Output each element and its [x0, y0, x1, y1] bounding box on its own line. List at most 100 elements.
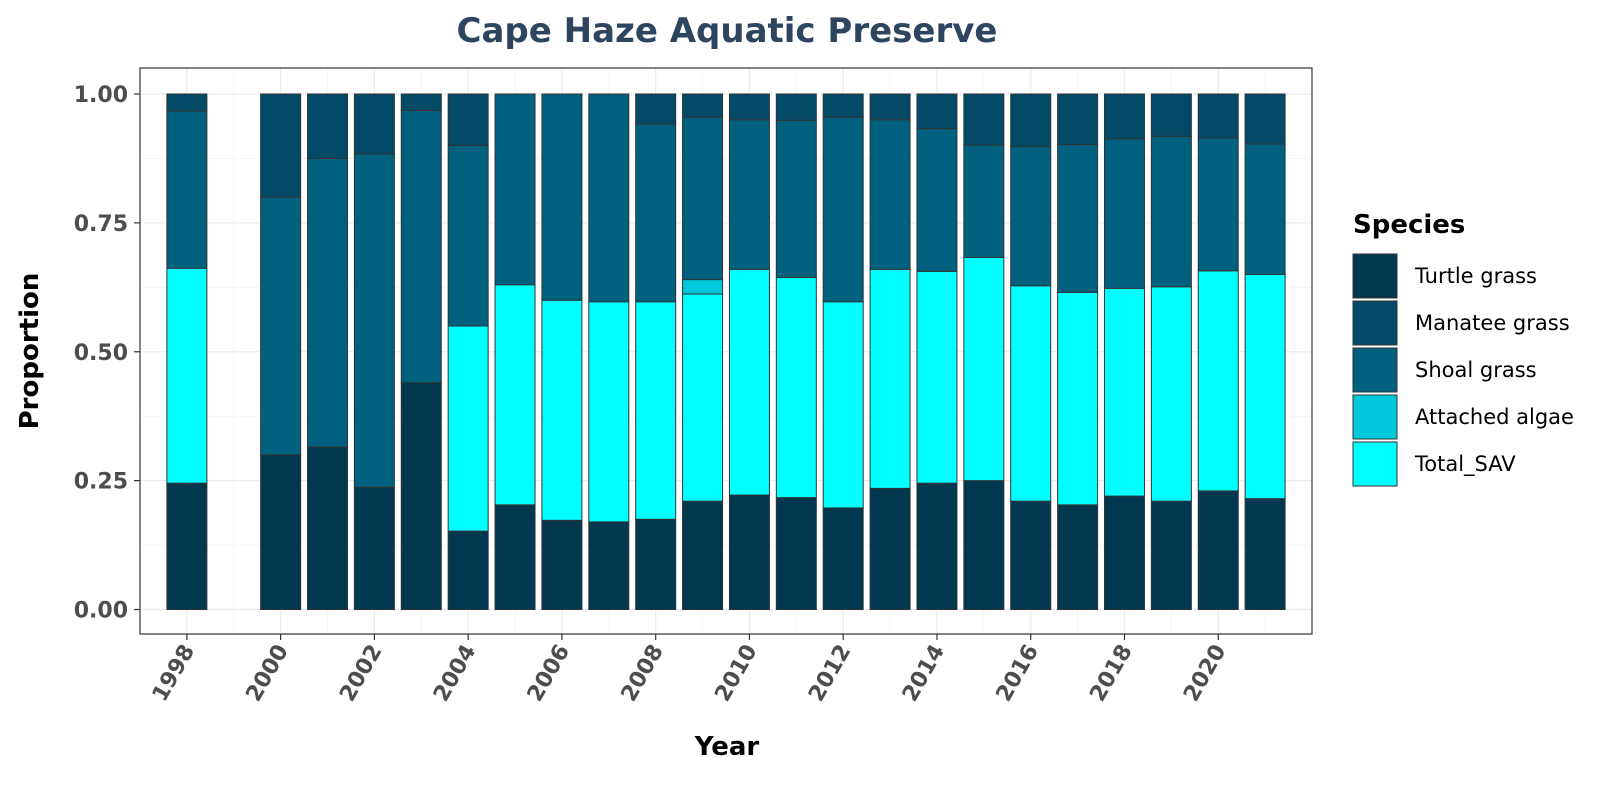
bar-segment: [1010, 146, 1052, 287]
bar-segment: [635, 518, 677, 610]
bar-segment: [963, 93, 1005, 146]
y-axis: 0.00 0.25 0.50 0.75 1.00: [74, 83, 140, 624]
bar-segment: [353, 486, 395, 611]
bar-segment: [260, 196, 302, 456]
bar-segment: [682, 293, 724, 502]
chart-title: Cape Haze Aquatic Preserve: [457, 11, 998, 51]
legend-key: [1352, 300, 1398, 346]
bar-segment: [400, 93, 442, 111]
x-axis-title: Year: [694, 732, 760, 762]
bar-segment: [494, 284, 536, 506]
bar-segment: [1057, 291, 1099, 506]
bar-segment: [1197, 270, 1239, 492]
bar-segment: [307, 93, 349, 159]
bar-segment: [447, 530, 489, 610]
x-tick-label: 2000: [242, 641, 294, 707]
bar-segment: [1057, 144, 1099, 293]
x-tick-label: 2008: [617, 641, 669, 707]
bar-segment: [775, 277, 817, 499]
legend-label: Manatee grass: [1415, 311, 1570, 335]
bar-segment: [916, 270, 958, 484]
legend-title: Species: [1353, 210, 1465, 240]
bar-segment: [1103, 93, 1145, 140]
bar-segment: [1150, 135, 1192, 288]
bar-segment: [541, 519, 583, 610]
bar-segment: [635, 301, 677, 520]
bars: [166, 93, 1286, 611]
bar-segment: [1150, 500, 1192, 610]
x-tick-label: 2004: [429, 641, 481, 707]
legend: Species Turtle grass Manatee grass Shoal g…: [1352, 210, 1574, 487]
bar-segment: [1244, 273, 1286, 500]
x-tick-label: 2018: [1085, 641, 1137, 707]
legend-label: Total_SAV: [1414, 452, 1516, 477]
bar-segment: [1150, 286, 1192, 502]
bar-segment: [541, 299, 583, 521]
bar-segment: [728, 119, 770, 270]
bar-segment: [775, 497, 817, 611]
x-tick-label: 2020: [1179, 641, 1231, 707]
y-tick-label: 0.00: [74, 599, 128, 624]
bar-segment: [588, 521, 630, 610]
y-tick-label: 0.50: [74, 341, 128, 366]
bar-segment: [869, 487, 911, 611]
bar-segment: [1010, 500, 1052, 610]
bar-segment: [822, 93, 864, 118]
legend-label: Shoal grass: [1415, 358, 1537, 382]
bar-segment: [1010, 93, 1052, 148]
legend-key: [1352, 394, 1398, 440]
legend-key: [1352, 441, 1398, 487]
bar-segment: [682, 279, 724, 295]
bar-segment: [1103, 287, 1145, 497]
bar-segment: [494, 93, 536, 286]
bar-segment: [1244, 498, 1286, 611]
bar-segment: [353, 93, 395, 155]
legend-label: Attached algae: [1415, 405, 1574, 429]
bar-segment: [682, 500, 724, 610]
bar-segment: [1057, 504, 1099, 610]
bar-segment: [869, 268, 911, 489]
bar-segment: [916, 128, 958, 272]
bar-segment: [588, 93, 630, 303]
y-tick-label: 0.25: [74, 470, 128, 495]
x-tick-label: 1998: [148, 641, 200, 707]
bar-segment: [869, 119, 911, 270]
bar-segment: [1244, 93, 1286, 145]
bar-segment: [869, 93, 911, 121]
bar-segment: [963, 480, 1005, 610]
x-axis: 1998 2000 2002 2004 2006 2008 2010 2012 2014 2016…: [148, 634, 1231, 707]
bar-segment: [728, 93, 770, 121]
bar-segment: [166, 482, 208, 611]
y-tick-label: 1.00: [74, 83, 128, 108]
bar-segment: [166, 110, 208, 269]
bar-segment: [775, 93, 817, 121]
bar-segment: [1103, 495, 1145, 610]
bar-segment: [400, 109, 442, 384]
y-axis-title: Proportion: [15, 273, 45, 430]
bar-segment: [541, 93, 583, 301]
bar-segment: [307, 446, 349, 610]
x-tick-label: 2016: [992, 641, 1044, 707]
bar-segment: [1244, 143, 1286, 275]
bar-segment: [166, 93, 208, 112]
bar-segment: [1010, 285, 1052, 502]
bar-segment: [963, 144, 1005, 258]
bar-segment: [447, 145, 489, 327]
bar-segment: [588, 301, 630, 523]
legend-key: [1352, 253, 1398, 299]
legend-label: Turtle grass: [1414, 264, 1537, 288]
bar-segment: [400, 382, 442, 610]
bar-segment: [728, 494, 770, 610]
bar-segment: [963, 256, 1005, 482]
x-tick-label: 2012: [804, 641, 856, 707]
bar-segment: [1057, 93, 1099, 146]
bar-segment: [822, 507, 864, 610]
y-tick-label: 0.75: [74, 212, 128, 237]
bar-segment: [447, 93, 489, 147]
bar-segment: [166, 267, 208, 484]
bar-segment: [635, 93, 677, 125]
bar-segment: [682, 116, 724, 281]
bar-segment: [1197, 137, 1239, 272]
bar-segment: [353, 153, 395, 488]
